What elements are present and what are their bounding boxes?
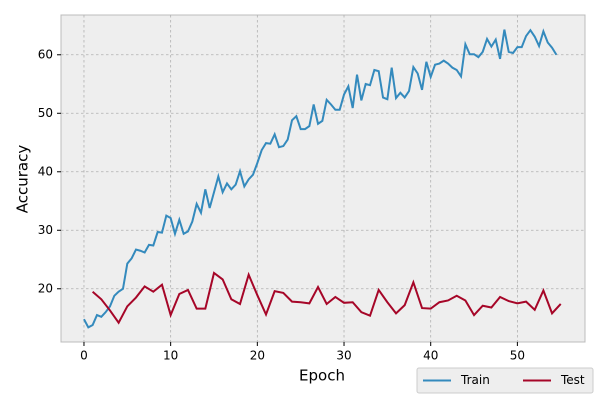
legend-label: Test (560, 373, 585, 387)
y-tick-label: 40 (38, 164, 53, 178)
x-tick-label: 40 (423, 349, 438, 363)
y-tick-label: 30 (38, 223, 53, 237)
x-tick-label: 10 (163, 349, 178, 363)
x-tick-label: 50 (510, 349, 525, 363)
legend-label: Train (460, 373, 490, 387)
line (91, 271, 562, 325)
y-tick-label: 20 (38, 281, 53, 295)
x-axis-label: Epoch (299, 367, 345, 385)
x-tick-label: 20 (250, 349, 265, 363)
legend-box (416, 367, 594, 394)
line (83, 28, 558, 329)
x-tick-label: 30 (336, 349, 351, 363)
x-tick-label: 0 (80, 349, 88, 363)
y-tick-label: 50 (38, 106, 53, 120)
y-axis-label: Accuracy (14, 145, 32, 214)
y-tick-label: 60 (38, 47, 53, 61)
